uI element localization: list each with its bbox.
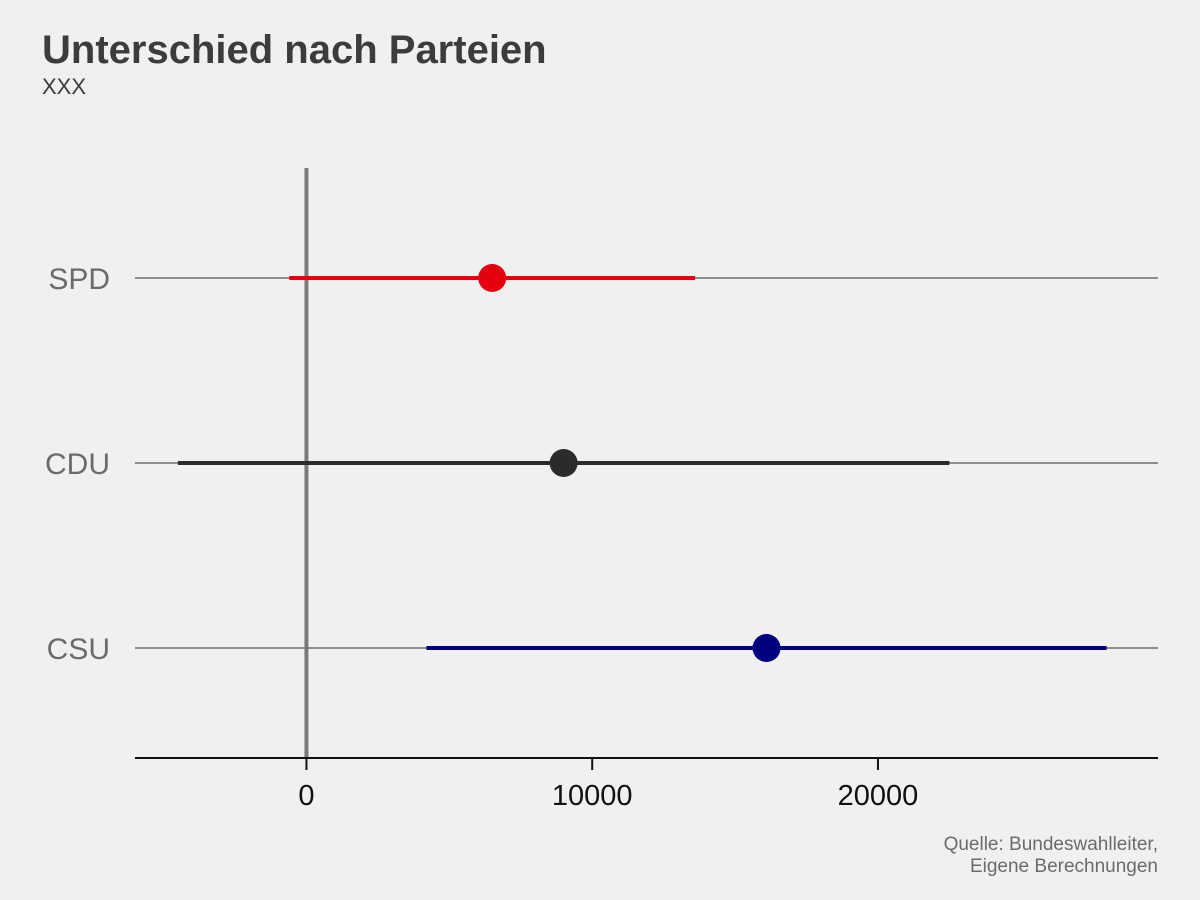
x-tick-label-0: 0 [298,780,314,812]
caption-line-1: Quelle: Bundeswahlleiter, [943,834,1158,855]
chart-caption: Quelle: Bundeswahlleiter, Eigene Berechn… [944,834,1158,878]
category-label-spd: SPD [48,263,110,296]
chart-title: Unterschied nach Parteien [42,28,547,72]
estimate-point-csu [752,634,781,662]
estimate-point-spd [478,264,507,292]
estimate-point-cdu [549,449,578,477]
chart-subtitle: XXX [42,74,87,99]
x-tick-label-10000: 10000 [552,780,633,812]
category-label-cdu: CDU [45,448,110,481]
caption-line-2: Eigene Berechnungen [969,856,1158,877]
category-label-csu: CSU [47,633,110,666]
x-tick-label-20000: 20000 [838,780,919,812]
